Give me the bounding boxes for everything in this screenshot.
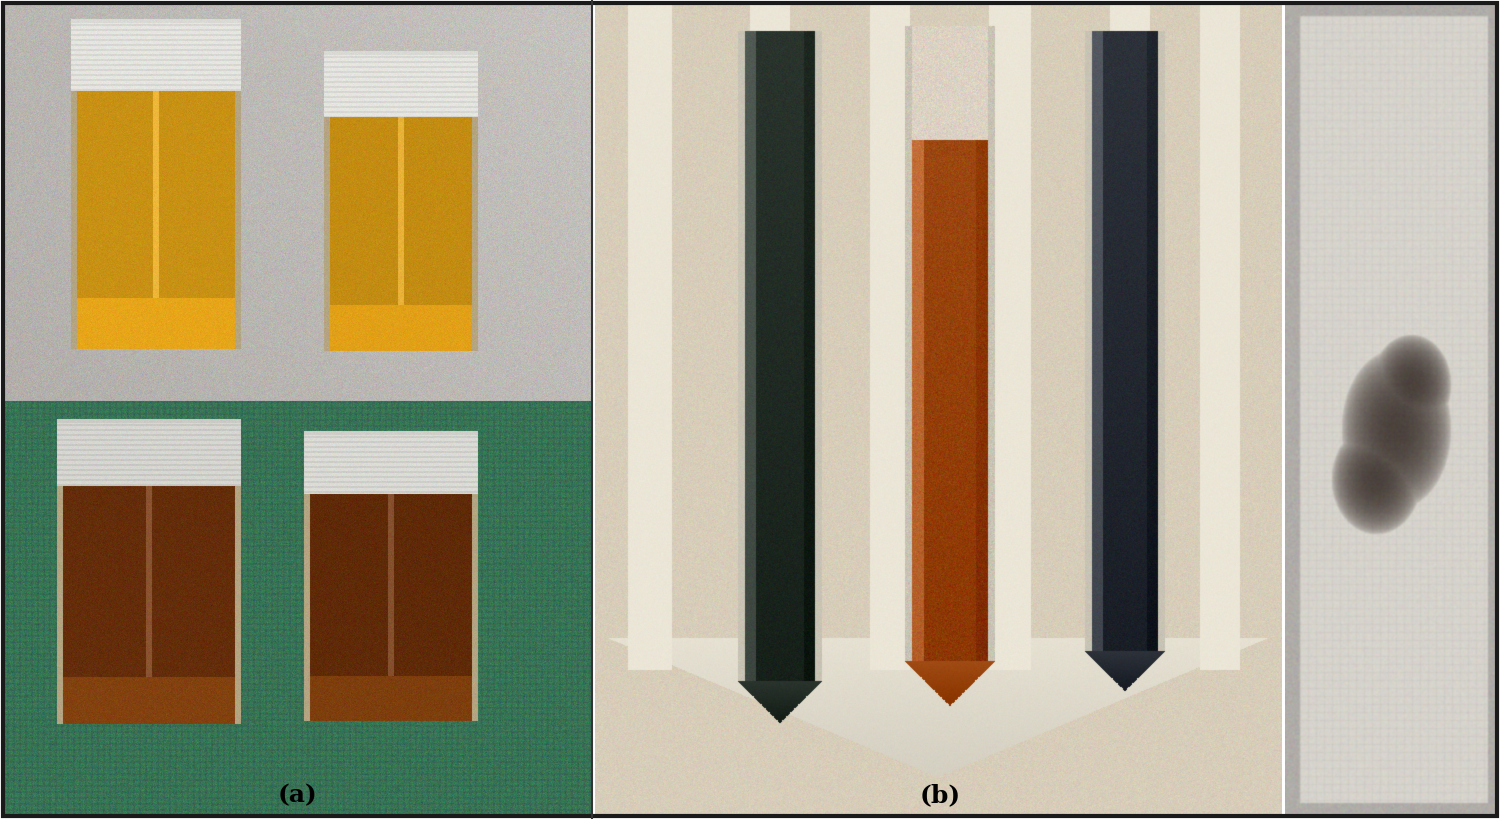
Text: (a): (a) [278, 783, 316, 807]
Text: (b): (b) [920, 783, 960, 807]
